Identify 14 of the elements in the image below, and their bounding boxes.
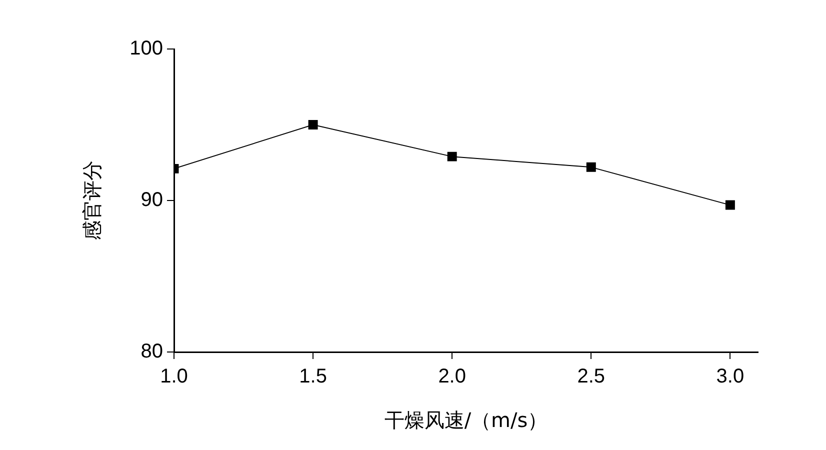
x-tick-label: 3.0 (716, 366, 744, 388)
y-tick-label: 80 (140, 340, 163, 363)
point (308, 120, 318, 130)
x-tick-label: 2.0 (438, 366, 466, 388)
y-tick-label: 90 (140, 189, 163, 212)
x-tick-label: 1.0 (160, 366, 188, 388)
point (725, 200, 735, 210)
y-axis-title: 感官评分 (80, 160, 104, 240)
x-tick-label: 1.5 (299, 366, 327, 388)
point (586, 162, 596, 172)
x-tick-label: 2.5 (577, 366, 606, 388)
point (447, 152, 457, 162)
x-axis-title: 干燥风速/（m/s） (384, 408, 548, 432)
y-tick-label: 100 (130, 38, 163, 60)
